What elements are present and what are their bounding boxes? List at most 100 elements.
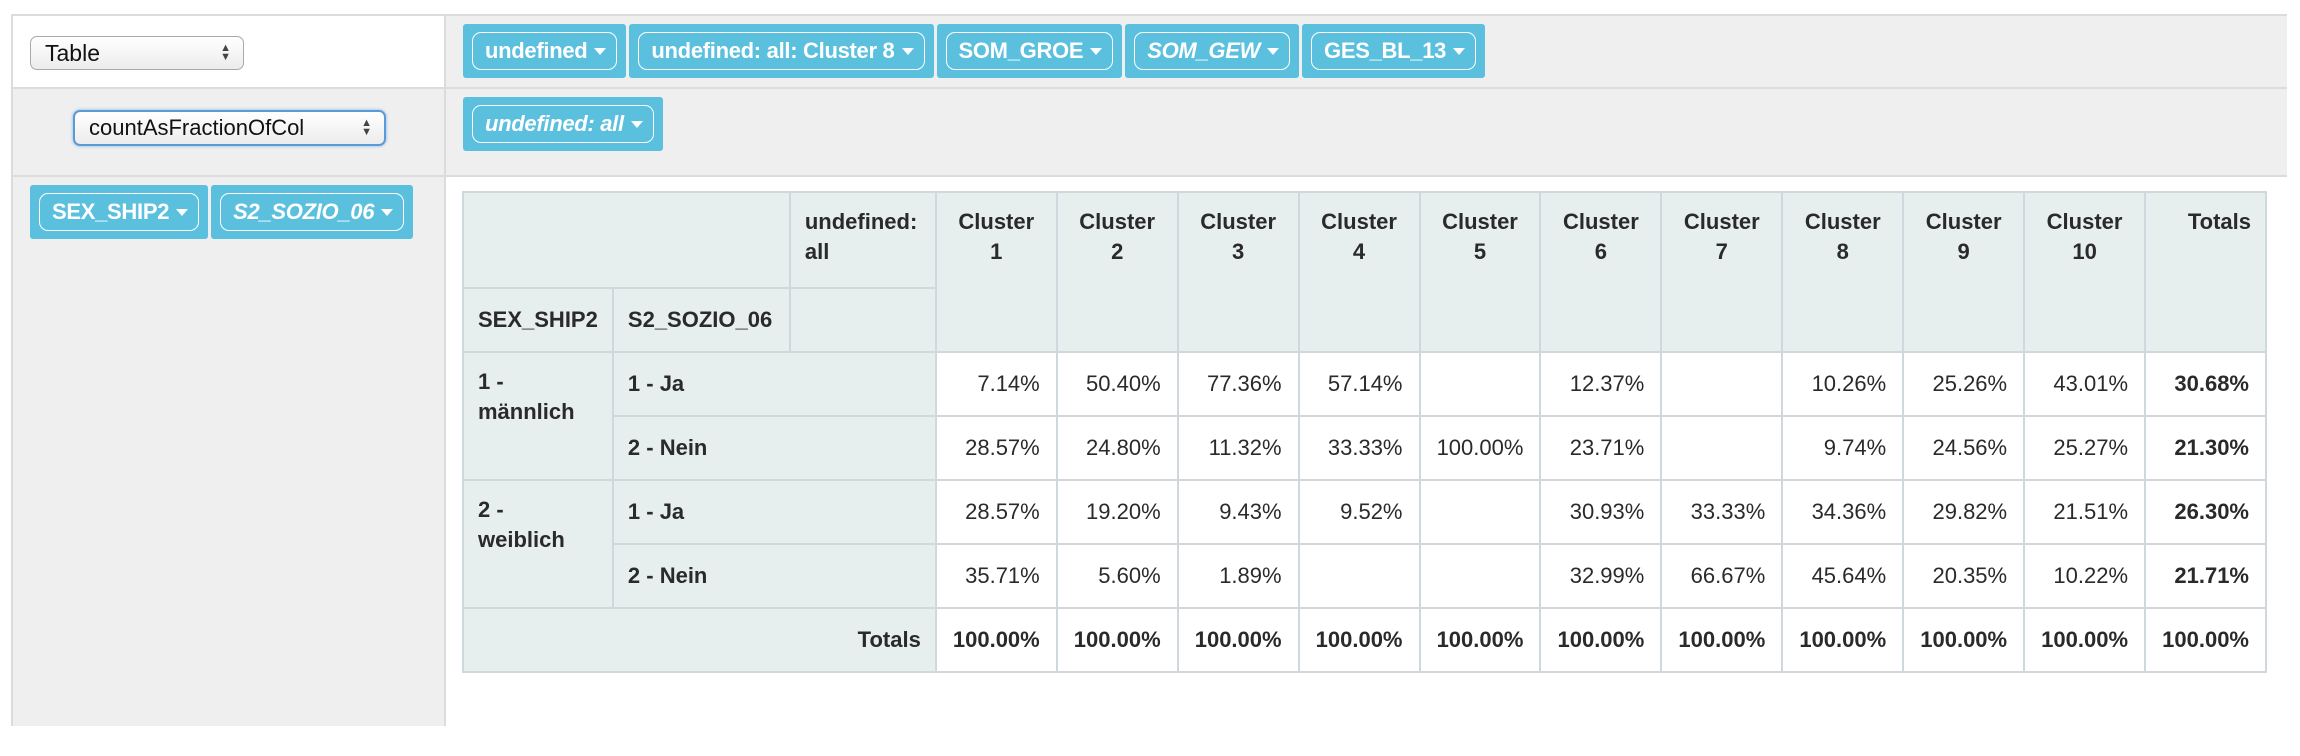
unused-chip-0[interactable]: undefined bbox=[463, 24, 627, 78]
table-cell: 35.71% bbox=[934, 543, 1058, 609]
row-attributes-list: SEX_SHIP2 S2_SOZIO_06 bbox=[30, 185, 416, 239]
row-group-label-line2: männlich bbox=[478, 399, 575, 424]
row-group-label-line1: 2 - bbox=[478, 497, 504, 522]
table-row: 1 - männlich 1 - Ja 7.14% 50.40% 77.36% 57.14%… bbox=[462, 351, 2267, 481]
column-attribute-header: undefined: all bbox=[788, 191, 937, 289]
column-label: Cluster 3 bbox=[1176, 191, 1300, 353]
row-total-cell: 21.30% bbox=[2144, 415, 2267, 481]
column-label-line2: 5 bbox=[1473, 239, 1487, 264]
header-row: SEX_SHIP2 S2_SOZIO_06 bbox=[462, 287, 2266, 353]
table-cell bbox=[1297, 543, 1421, 609]
table-cell: 25.26% bbox=[1902, 351, 2026, 417]
column-total-cell: 100.00% bbox=[1660, 607, 1784, 673]
caret-down-icon[interactable] bbox=[176, 208, 189, 216]
row-chip-0[interactable]: SEX_SHIP2 bbox=[30, 185, 209, 239]
row-label: 1 - Ja bbox=[611, 351, 937, 417]
column-label-line2: 3 bbox=[1231, 239, 1245, 264]
row-label: 1 - Ja bbox=[611, 479, 937, 545]
totals-row-label: Totals bbox=[462, 607, 937, 673]
row-label: 2 - Nein bbox=[611, 415, 937, 481]
attribute-chip-label: undefined: all bbox=[485, 111, 624, 136]
table-cell: 43.01% bbox=[2023, 351, 2147, 417]
row-group-label: 1 - männlich bbox=[462, 351, 614, 481]
attribute-chip-label: GES_BL_13 bbox=[1324, 38, 1447, 63]
caret-down-icon[interactable] bbox=[1267, 47, 1280, 55]
attribute-chip[interactable]: undefined: all: Cluster 8 bbox=[638, 32, 925, 70]
column-label-line2: 10 bbox=[2072, 239, 2097, 264]
pivot-output-area: undefined: all Cluster 1 Cluster 2 Cluster 3 Cl… bbox=[446, 177, 2287, 726]
column-chip-0[interactable]: undefined: all bbox=[463, 97, 663, 151]
caret-down-icon[interactable] bbox=[901, 47, 914, 55]
grand-total-cell: 100.00% bbox=[2144, 607, 2267, 673]
aggregator-select[interactable]: countAsFractionOfCol ▲ ▼ bbox=[73, 110, 386, 146]
column-attributes-area: undefined: all bbox=[446, 89, 2287, 177]
attribute-chip-label: SOM_GEW bbox=[1147, 38, 1261, 63]
row-group-label-line1: 1 - bbox=[478, 369, 504, 394]
column-total-cell: 100.00% bbox=[1781, 607, 1905, 673]
attribute-chip[interactable]: SEX_SHIP2 bbox=[39, 193, 200, 231]
column-label-line1: Cluster bbox=[1079, 209, 1156, 234]
column-label: Cluster 7 bbox=[1660, 191, 1784, 353]
row-total-cell: 26.30% bbox=[2144, 479, 2267, 545]
attribute-chip[interactable]: undefined bbox=[472, 32, 618, 70]
caret-down-icon[interactable] bbox=[594, 47, 607, 55]
table-cell: 28.57% bbox=[934, 479, 1058, 545]
table-cell bbox=[1418, 543, 1542, 609]
unused-chip-2[interactable]: SOM_GROE bbox=[936, 24, 1123, 78]
caret-down-icon[interactable] bbox=[381, 208, 394, 216]
table-cell: 12.37% bbox=[1539, 351, 1663, 417]
attribute-chip[interactable]: S2_SOZIO_06 bbox=[220, 193, 405, 231]
row-attributes-area: SEX_SHIP2 S2_SOZIO_06 bbox=[13, 177, 446, 726]
attribute-chip[interactable]: GES_BL_13 bbox=[1311, 32, 1477, 70]
table-cell: 28.57% bbox=[934, 415, 1058, 481]
unused-chip-3[interactable]: SOM_GEW bbox=[1125, 24, 1300, 78]
table-cell: 10.22% bbox=[2023, 543, 2147, 609]
column-label: Cluster 8 bbox=[1781, 191, 1905, 353]
row-group-label: 2 - weiblich bbox=[462, 479, 614, 609]
column-label-line1: Cluster bbox=[1683, 209, 1760, 234]
caret-down-icon[interactable] bbox=[630, 120, 643, 128]
table-cell: 100.00% bbox=[1418, 415, 1542, 481]
table-cell bbox=[1660, 351, 1784, 417]
column-label: Cluster 4 bbox=[1297, 191, 1421, 353]
attribute-chip[interactable]: undefined: all bbox=[472, 105, 654, 143]
attribute-chip[interactable]: SOM_GROE bbox=[945, 32, 1114, 70]
table-row: 2 - Nein 28.57% 24.80% 11.32% 33.33% 100.00% 2… bbox=[463, 415, 2267, 481]
row-chip-1[interactable]: S2_SOZIO_06 bbox=[211, 185, 414, 239]
table-cell: 33.33% bbox=[1660, 479, 1784, 545]
caret-down-icon[interactable] bbox=[1453, 47, 1466, 55]
column-label-line1: Cluster bbox=[1804, 209, 1881, 234]
column-label-line1: Cluster bbox=[1442, 209, 1518, 234]
unused-attributes-area: undefined undefined: all: Cluster 8 SOM_GR… bbox=[446, 16, 2287, 89]
caret-down-icon[interactable] bbox=[1090, 47, 1103, 55]
row-group-label-line2: weiblich bbox=[478, 527, 565, 552]
column-label: Cluster 9 bbox=[1902, 191, 2026, 353]
table-cell: 9.74% bbox=[1781, 415, 1905, 481]
table-cell: 1.89% bbox=[1176, 543, 1300, 609]
table-cell: 50.40% bbox=[1055, 351, 1179, 417]
column-label-line2: 8 bbox=[1836, 239, 1849, 264]
pivot-table: undefined: all Cluster 1 Cluster 2 Cluster 3 Cl… bbox=[462, 191, 2267, 673]
table-cell: 23.71% bbox=[1539, 415, 1663, 481]
table-cell: 24.80% bbox=[1055, 415, 1179, 481]
attribute-chip[interactable]: SOM_GEW bbox=[1134, 32, 1291, 70]
unused-chip-4[interactable]: GES_BL_13 bbox=[1302, 24, 1486, 78]
select-arrows-icon: ▲ ▼ bbox=[220, 42, 231, 63]
column-label-line2: 4 bbox=[1352, 239, 1366, 264]
table-cell: 30.93% bbox=[1539, 479, 1663, 545]
table-cell: 5.60% bbox=[1055, 543, 1179, 609]
header-spacer bbox=[788, 287, 937, 353]
table-cell bbox=[1418, 351, 1542, 417]
column-label-line2: 1 bbox=[990, 239, 1003, 264]
attribute-chip-label: S2_SOZIO_06 bbox=[233, 199, 375, 224]
renderer-select[interactable]: Table ▲ ▼ bbox=[30, 36, 244, 70]
row-attribute-header: S2_SOZIO_06 bbox=[611, 287, 791, 353]
unused-chip-1[interactable]: undefined: all: Cluster 8 bbox=[629, 24, 934, 78]
select-arrows-icon: ▲ ▼ bbox=[361, 117, 372, 138]
column-total-cell: 100.00% bbox=[1902, 607, 2026, 673]
table-cell: 33.33% bbox=[1297, 415, 1421, 481]
column-label-line1: Cluster bbox=[1321, 209, 1397, 234]
row-total-cell: 30.68% bbox=[2144, 351, 2267, 417]
column-total-cell: 100.00% bbox=[1297, 607, 1421, 673]
column-label: Cluster 2 bbox=[1055, 191, 1179, 353]
